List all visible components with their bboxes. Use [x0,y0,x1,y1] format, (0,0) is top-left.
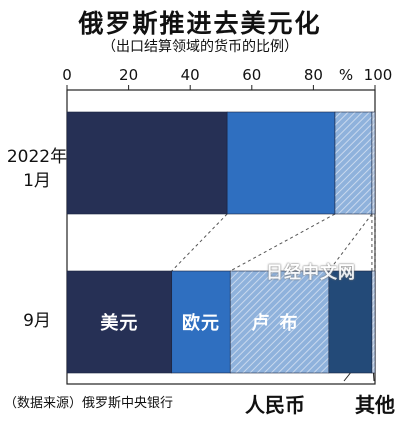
bar-segment [334,111,373,215]
x-tick-label: 80 [304,66,323,84]
outside-segment-label: 人民币 [245,393,305,417]
bar-segment [328,270,373,374]
chart-title: 俄罗斯推进去美元化 [78,9,322,38]
category-label: 9月 [23,311,51,331]
label-pointer-line [372,372,375,382]
bar-segment [226,111,336,215]
category-label: 1月 [23,171,51,191]
bar-segment [371,270,376,374]
bar-segment [371,111,376,215]
category-label: 2022年 [7,147,67,167]
bar-segment [66,111,228,215]
bars [66,111,376,374]
watermark: 日经中文网 [266,263,356,283]
source-note: （数据来源）俄罗斯中央银行 [4,396,174,411]
connector-line [171,213,228,272]
connector-lines [171,213,376,272]
bar-segment [171,270,231,374]
y-axis: 2022年 1月 9月 [7,147,67,331]
segment-label: 卢布 [252,312,308,334]
connector-line [230,213,336,272]
x-tick-label: 40 [181,66,200,84]
segment-label: 美元 [100,312,138,334]
chart-subtitle: （出口结算领域的货币的比例） [102,39,298,55]
x-axis: 0 20 40 60 80 100% [62,66,392,90]
segment-label: 欧元 [182,312,220,334]
label-pointer-line [343,372,351,382]
x-tick-label: 60 [242,66,261,84]
x-tick-label: 0 [62,66,72,84]
plot-border [66,89,376,385]
bar-segment [229,270,330,374]
plot-frame [66,89,376,385]
x-tick-label: 100 [364,66,393,84]
x-tick-label: 20 [119,66,138,84]
bar-segment [66,270,173,374]
outside-segment-label: 其他 [355,393,395,417]
percent-unit-label: % [339,66,353,84]
